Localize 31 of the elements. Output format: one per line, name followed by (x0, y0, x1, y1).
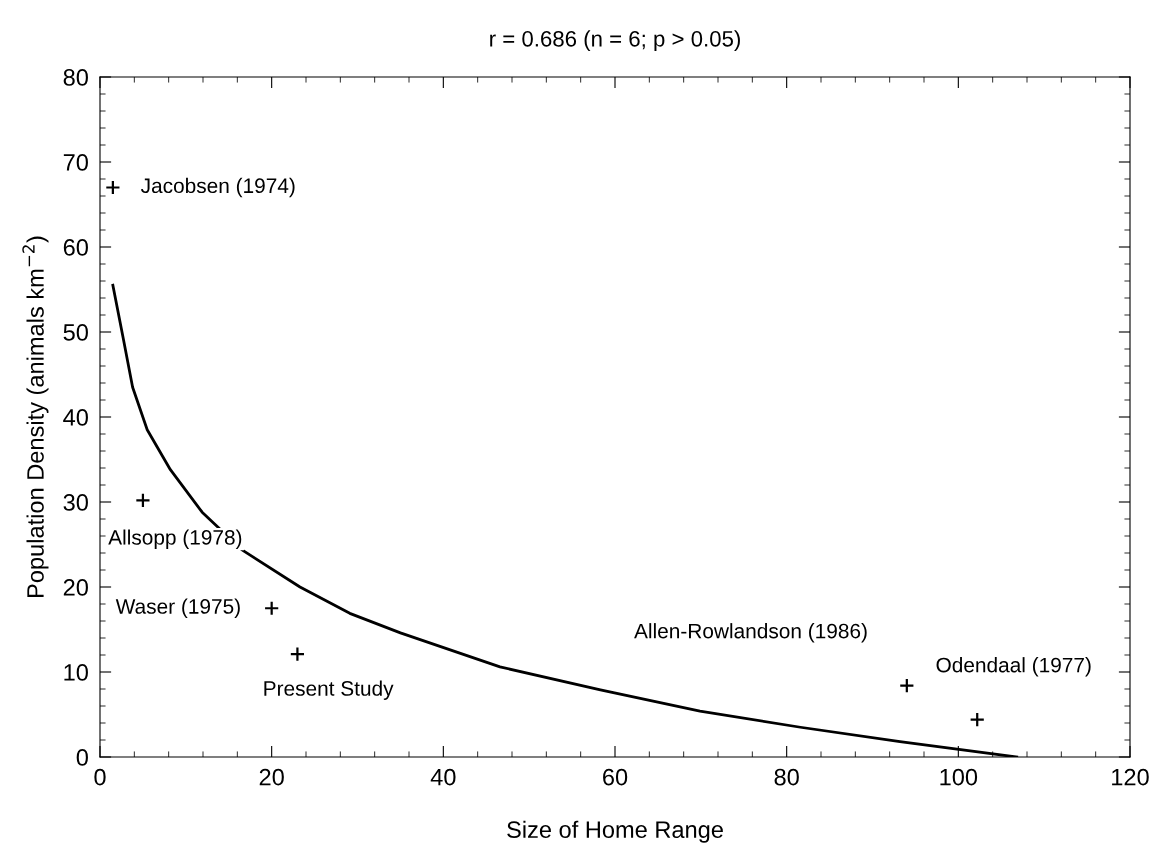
annotation: Odendaal (1977) (936, 657, 1091, 677)
x-tick-label: 0 (94, 768, 106, 786)
y-tick-label: 20 (63, 579, 88, 596)
annotation: Waser (1975) (115, 598, 240, 618)
point (263, 600, 280, 616)
y-tick-label: 70 (63, 154, 88, 171)
point (969, 711, 985, 728)
point (135, 492, 151, 508)
annotation: Present Study (264, 680, 394, 700)
x-tick-label: 20 (259, 768, 284, 786)
chart-title: r = 0.686 (n = 6; p > 0.05) (490, 30, 740, 52)
annotation: Allsopp (1978) (108, 529, 242, 549)
x-tick-label: 60 (603, 768, 628, 786)
x-tick-label: 40 (430, 768, 456, 786)
y-tick-label: 30 (63, 494, 88, 511)
y-tick-label: 80 (63, 69, 88, 86)
y-tick-label: 40 (63, 409, 88, 426)
annotation: Jacobsen (1974) (140, 177, 295, 198)
point (899, 677, 915, 694)
x-tick-label: 120 (1112, 768, 1149, 786)
y-axis-title: Population Density (animals km$^{−2}$) (22, 236, 49, 597)
x-axis-title: Size of Home Range (507, 820, 723, 843)
y-tick-label: 10 (64, 664, 88, 681)
point (105, 179, 121, 196)
x-tick-label: 80 (774, 768, 799, 786)
y-tick-label: 60 (63, 239, 88, 256)
point (289, 646, 306, 662)
y-tick-label: 0 (76, 749, 88, 766)
x-tick-label: 100 (940, 768, 978, 786)
annotation: Allen-Rowlandson (1986) (634, 623, 867, 643)
y-tick-label: 50 (63, 324, 88, 341)
